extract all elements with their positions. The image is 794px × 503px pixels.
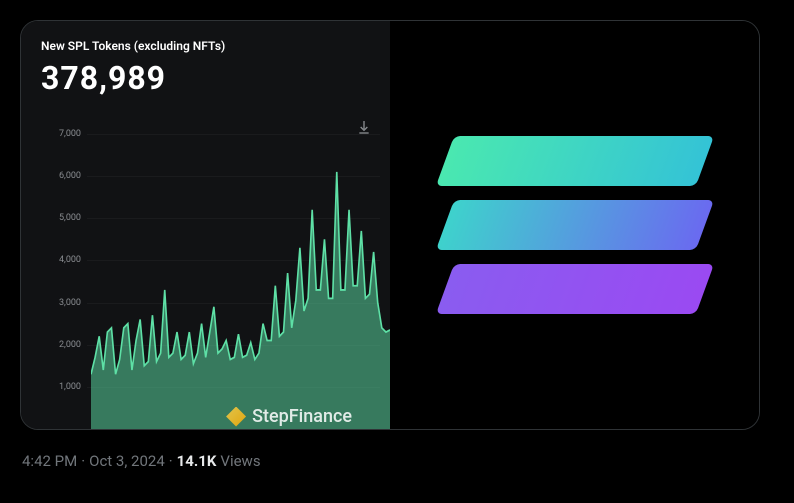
meta-sep: ·: [169, 452, 173, 470]
post-date: Oct 3, 2024: [89, 452, 165, 470]
watermark: StepFinance: [226, 406, 352, 427]
views-count: 14.1K: [177, 452, 217, 470]
y-axis-label: 2,000: [51, 340, 81, 350]
solana-logo: [445, 122, 705, 328]
chart-value: 378,989: [41, 59, 390, 97]
chart-title: New SPL Tokens (excluding NFTs): [41, 39, 390, 53]
solana-bar-1: [435, 136, 713, 186]
post-meta: 4:42 PM · Oct 3, 2024 · 14.1K Views: [22, 452, 261, 470]
y-axis-label: 6,000: [51, 171, 81, 181]
solana-bar-2: [435, 200, 713, 250]
y-axis-label: 4,000: [51, 255, 81, 265]
y-axis-label: 7,000: [51, 129, 81, 139]
media-card[interactable]: New SPL Tokens (excluding NFTs) 378,989 …: [20, 20, 760, 430]
logo-panel: [390, 21, 759, 429]
views-label: Views: [220, 452, 260, 470]
y-axis-label: 3,000: [51, 298, 81, 308]
y-axis-label: 1,000: [51, 382, 81, 392]
watermark-text: StepFinance: [252, 406, 352, 427]
y-axis-label: 5,000: [51, 213, 81, 223]
chart-panel: New SPL Tokens (excluding NFTs) 378,989 …: [21, 21, 390, 429]
area-chart: [91, 134, 390, 429]
stepfinance-icon: [226, 407, 246, 427]
meta-sep: ·: [81, 452, 85, 470]
chart-area: 1,0002,0003,0004,0005,0006,0007,000: [51, 134, 390, 429]
solana-bar-3: [435, 264, 713, 314]
download-icon[interactable]: [356, 119, 372, 135]
post-time: 4:42 PM: [22, 452, 77, 470]
